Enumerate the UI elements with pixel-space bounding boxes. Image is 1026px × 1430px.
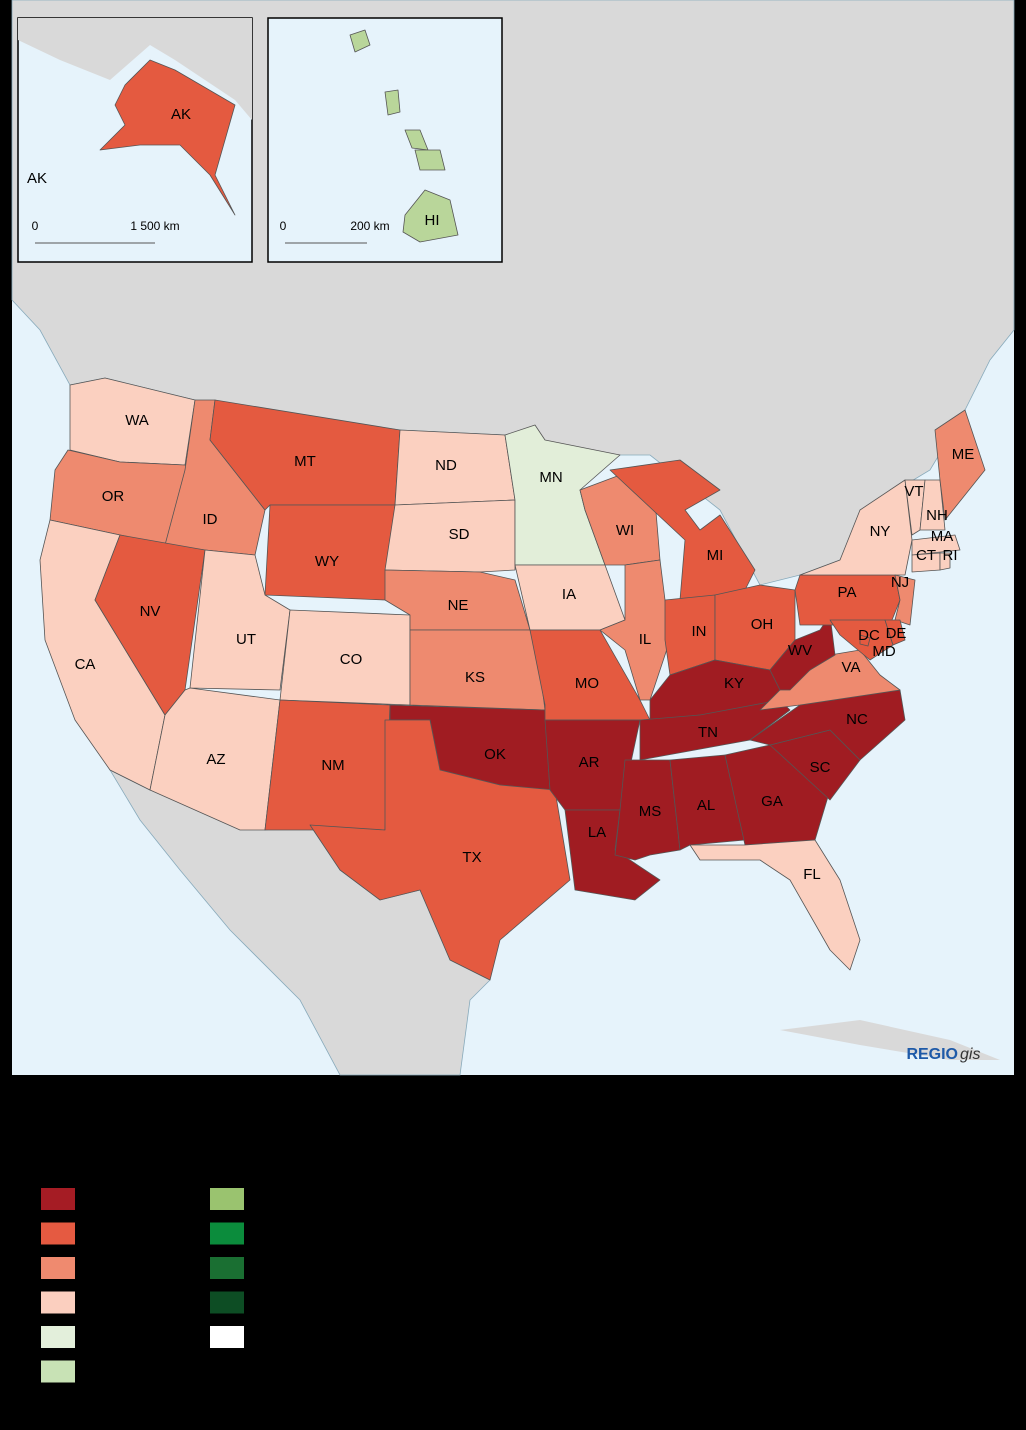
state-label: AZ bbox=[206, 751, 225, 768]
scale-label: 0 bbox=[280, 219, 287, 233]
state-label: AR bbox=[579, 754, 600, 771]
state-shape bbox=[724, 744, 831, 846]
inset-label: AK bbox=[27, 170, 47, 187]
cuba-land bbox=[780, 1020, 1000, 1060]
state-label: OH bbox=[751, 616, 774, 633]
state-label: MS bbox=[639, 803, 662, 820]
state-label: ND bbox=[435, 457, 457, 474]
state-label: CO bbox=[340, 651, 363, 668]
legend bbox=[41, 1188, 244, 1383]
state-label: DC bbox=[858, 627, 880, 644]
state-label: NJ bbox=[891, 574, 909, 591]
state-label: VT bbox=[904, 483, 923, 500]
state-label: NH bbox=[926, 507, 948, 524]
state-shape bbox=[384, 89, 401, 116]
state-label: PA bbox=[838, 584, 857, 601]
inset-land bbox=[18, 18, 252, 120]
state-label: FL bbox=[803, 866, 821, 883]
state-label: MN bbox=[539, 469, 562, 486]
state-label: KS bbox=[465, 669, 485, 686]
state-shape bbox=[769, 614, 836, 691]
legend-swatch bbox=[41, 1188, 75, 1210]
hawaii-inset bbox=[267, 17, 503, 263]
state-label: ID bbox=[203, 511, 218, 528]
state-label: OR bbox=[102, 488, 125, 505]
state-shape bbox=[414, 149, 446, 171]
state-shape bbox=[609, 459, 756, 601]
state-label: MD bbox=[872, 643, 895, 660]
legend-swatch bbox=[210, 1326, 244, 1348]
state-shape bbox=[884, 619, 906, 646]
state-label: IL bbox=[639, 631, 652, 648]
state-label: CT bbox=[916, 547, 936, 564]
state-shape bbox=[919, 479, 946, 531]
state-label: IN bbox=[692, 623, 707, 640]
state-label: SD bbox=[449, 526, 470, 543]
state-shape bbox=[402, 189, 459, 243]
state-shape bbox=[99, 59, 236, 216]
state-label: LA bbox=[588, 824, 606, 841]
state-label: UT bbox=[236, 631, 256, 648]
states bbox=[39, 377, 986, 981]
legend-swatch bbox=[210, 1291, 244, 1314]
state-label: WA bbox=[125, 412, 149, 429]
state-label: TX bbox=[462, 849, 481, 866]
state-label: CA bbox=[75, 656, 96, 673]
brand-bold: REGIO bbox=[906, 1046, 958, 1063]
state-label: AK bbox=[171, 106, 191, 123]
state-shape bbox=[939, 552, 951, 571]
inset-states: AK HI bbox=[99, 29, 459, 243]
legend-swatch bbox=[41, 1326, 75, 1348]
state-label: OK bbox=[484, 746, 506, 763]
state-shape bbox=[349, 29, 371, 53]
state-label: RI bbox=[943, 547, 958, 564]
state-labels: WA OR CA ID NV MT WY UT CO AZ NM ND SD NE KS OK TX MN IA MO… bbox=[75, 412, 975, 883]
state-shape bbox=[911, 534, 961, 556]
legend-swatch bbox=[210, 1188, 244, 1210]
state-label: IA bbox=[562, 586, 576, 603]
state-label: HI bbox=[425, 212, 440, 229]
state-label: TN bbox=[698, 724, 718, 741]
state-shape bbox=[859, 634, 871, 647]
state-label: MO bbox=[575, 675, 599, 692]
state-label: DE bbox=[886, 625, 907, 642]
scale-label: 0 bbox=[32, 219, 39, 233]
state-label: ME bbox=[952, 446, 975, 463]
state-label: MT bbox=[294, 453, 316, 470]
state-shape bbox=[934, 409, 986, 521]
legend-swatch bbox=[210, 1257, 244, 1279]
state-label: NY bbox=[870, 523, 891, 540]
legend-swatch bbox=[41, 1222, 75, 1245]
state-label: AL bbox=[697, 797, 715, 814]
state-label: NV bbox=[140, 603, 161, 620]
state-shape bbox=[894, 574, 916, 626]
state-shape bbox=[689, 839, 861, 971]
legend-swatch bbox=[41, 1360, 75, 1383]
state-label: MA bbox=[931, 528, 954, 545]
scale-label: 200 km bbox=[350, 219, 389, 233]
state-label: NE bbox=[448, 597, 469, 614]
legend-swatch bbox=[210, 1222, 244, 1245]
state-shape bbox=[669, 754, 746, 851]
state-shape bbox=[384, 499, 516, 573]
state-shape bbox=[309, 719, 571, 981]
state-label: WI bbox=[616, 522, 634, 539]
brand-italic: gis bbox=[960, 1046, 980, 1063]
scale-label: 1 500 km bbox=[130, 219, 179, 233]
state-label: NC bbox=[846, 711, 868, 728]
legend-swatch bbox=[41, 1257, 75, 1279]
state-label: VA bbox=[842, 659, 861, 676]
state-label: NM bbox=[321, 757, 344, 774]
legend-swatch bbox=[41, 1291, 75, 1314]
state-label: SC bbox=[810, 759, 831, 776]
state-label: GA bbox=[761, 793, 783, 810]
state-label: KY bbox=[724, 675, 744, 692]
state-label: WY bbox=[315, 553, 339, 570]
state-label: MI bbox=[707, 547, 724, 564]
state-label: WV bbox=[788, 642, 812, 659]
state-shape bbox=[599, 559, 671, 701]
